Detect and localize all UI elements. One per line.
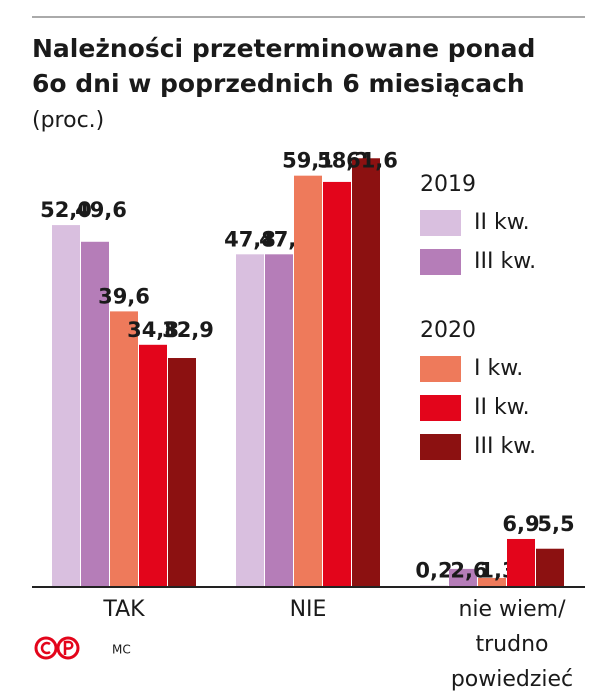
value-label: 61,6 xyxy=(346,149,398,173)
bar xyxy=(449,568,477,587)
value-label: 0,2 xyxy=(415,559,452,583)
legend-swatch xyxy=(420,434,461,460)
legend-label: II kw. xyxy=(474,395,530,420)
bar xyxy=(294,175,322,587)
value-label: 59,1 xyxy=(282,149,334,173)
chart-subtitle: (proc.) xyxy=(32,108,104,133)
chart-title: Należności przeterminowane ponad xyxy=(32,34,535,63)
legend-label: I kw. xyxy=(474,356,523,381)
value-label: 32,9 xyxy=(162,318,214,342)
bar xyxy=(507,538,535,587)
value-label: 49,6 xyxy=(75,198,127,222)
legend-group-title: 2019 xyxy=(420,172,476,197)
chart-title: 6o dni w poprzednich 6 miesiącach xyxy=(32,69,525,98)
value-label: 6,9 xyxy=(502,512,539,536)
legend-swatch xyxy=(420,249,461,275)
legend-label: III kw. xyxy=(474,249,536,274)
bar xyxy=(265,254,293,587)
bar xyxy=(168,358,196,587)
bar xyxy=(52,225,80,587)
legend-swatch xyxy=(420,356,461,382)
value-label: 47,8 xyxy=(224,227,276,251)
value-label: 39,6 xyxy=(98,284,150,308)
bar xyxy=(323,181,351,588)
legend-group-title: 2020 xyxy=(420,318,476,343)
category-label: nie wiem/ trudno powiedzieć xyxy=(450,597,574,692)
credit: MC xyxy=(112,643,131,657)
bar xyxy=(110,311,138,587)
legend-swatch xyxy=(420,395,461,421)
value-label: 52,0 xyxy=(40,198,92,222)
logo xyxy=(34,636,80,660)
value-label: 34,8 xyxy=(127,318,179,342)
legend-label: II kw. xyxy=(474,210,530,235)
bar xyxy=(352,158,380,587)
value-label: 5,5 xyxy=(537,512,574,536)
bar xyxy=(236,254,264,587)
bar xyxy=(536,548,564,587)
category-label: NIE xyxy=(289,597,327,622)
bar xyxy=(478,577,506,587)
bar xyxy=(81,241,109,587)
bar xyxy=(139,344,167,587)
category-label: TAK xyxy=(103,597,145,622)
legend-label: III kw. xyxy=(474,434,536,459)
legend-swatch xyxy=(420,210,461,236)
